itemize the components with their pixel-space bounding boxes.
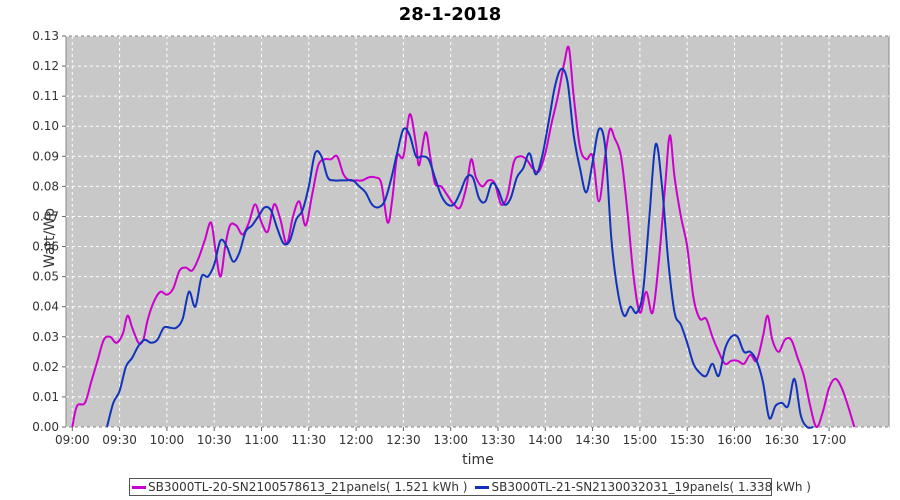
x-tick-label: 10:30 [197, 433, 232, 447]
x-tick-label: 15:30 [670, 433, 705, 447]
x-tick-label: 16:30 [764, 433, 799, 447]
x-tick-label: 09:00 [55, 433, 90, 447]
x-tick-label: 11:00 [244, 433, 279, 447]
plot-background [65, 35, 890, 428]
x-tick-label: 17:00 [812, 433, 847, 447]
x-tick-label: 11:30 [292, 433, 327, 447]
legend-item-2: SB3000TL-21-SN2130032031_19panels( 1.338… [475, 480, 811, 494]
legend-label-2: SB3000TL-21-SN2130032031_19panels( 1.338… [491, 480, 811, 494]
legend-swatch-1 [132, 485, 146, 489]
x-axis-label: time [462, 452, 494, 468]
chart-title: 28-1-2018 [398, 4, 502, 25]
y-tick-label: 0.00 [32, 420, 59, 434]
y-tick-label: 0.03 [32, 330, 59, 344]
series-line-2 [106, 67, 814, 429]
y-tick-label: 0.07 [32, 209, 59, 223]
legend-label-1: SB3000TL-20-SN2100578613_21panels( 1.521… [148, 480, 468, 494]
y-tick-label: 0.13 [32, 29, 59, 43]
y-tick-label: 0.04 [32, 300, 59, 314]
series-line-1 [71, 45, 856, 428]
legend-item-1: SB3000TL-20-SN2100578613_21panels( 1.521… [132, 480, 467, 494]
y-tick-label: 0.12 [32, 59, 59, 73]
x-tick-label: 13:00 [433, 433, 468, 447]
legend-swatch-2 [475, 485, 490, 489]
y-tick-label: 0.01 [32, 390, 59, 404]
y-tick-label: 0.02 [32, 360, 59, 374]
x-tick-label: 09:30 [102, 433, 137, 447]
y-tick-label: 0.08 [32, 179, 59, 193]
x-tick-label: 13:30 [481, 433, 516, 447]
x-tick-label: 15:00 [623, 433, 658, 447]
x-tick-label: 12:30 [386, 433, 421, 447]
y-tick-label: 0.09 [32, 149, 59, 163]
x-tick-label: 14:00 [528, 433, 563, 447]
x-tick-label: 14:30 [575, 433, 610, 447]
y-tick-label: 0.06 [32, 240, 59, 254]
y-tick-label: 0.10 [32, 119, 59, 133]
x-tick-label: 10:00 [150, 433, 185, 447]
y-tick-label: 0.05 [32, 270, 59, 284]
x-tick-label: 16:00 [717, 433, 752, 447]
y-tick-label: 0.11 [32, 89, 59, 103]
x-tick-label: 12:00 [339, 433, 374, 447]
legend: SB3000TL-20-SN2100578613_21panels( 1.521… [129, 478, 811, 496]
